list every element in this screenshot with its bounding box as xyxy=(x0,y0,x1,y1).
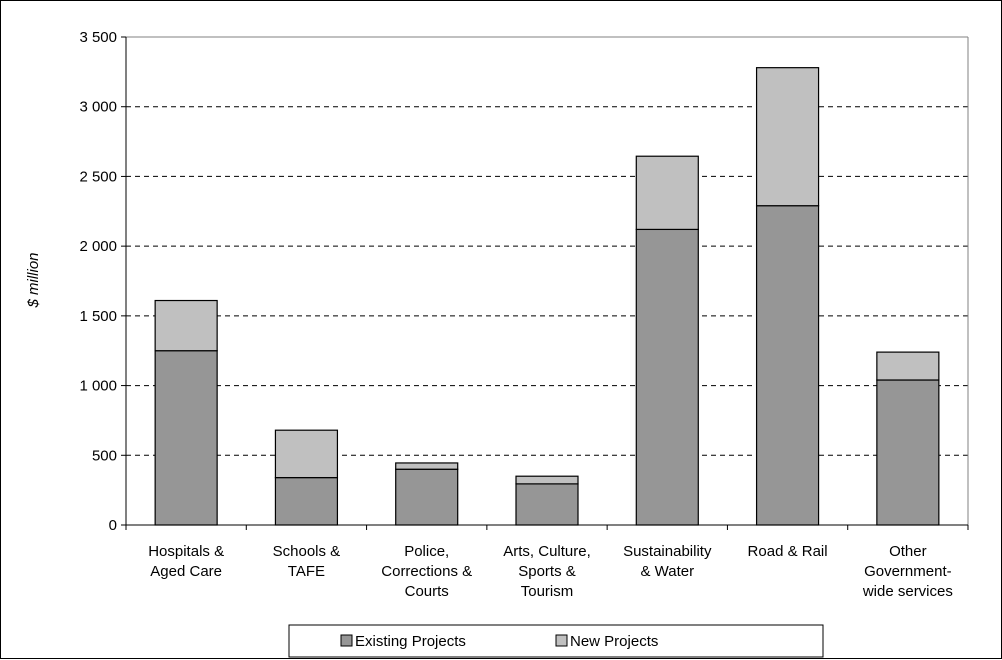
x-category-label: Schools & TAFE xyxy=(273,543,341,580)
bar-existing-4 xyxy=(635,228,699,526)
y-axis-title: $ million xyxy=(25,252,42,308)
x-category-label-line: Sports & xyxy=(518,563,576,580)
x-category-label-line: TAFE xyxy=(288,563,325,580)
y-tick-label: 3 000 xyxy=(79,99,117,116)
x-category-label: Arts, Culture, Sports & Tourism xyxy=(503,543,591,600)
y-tick-label: 2 000 xyxy=(79,238,117,255)
legend-swatch xyxy=(555,634,568,647)
x-category-label-line: Tourism xyxy=(521,583,574,600)
bar-new-1 xyxy=(274,429,339,479)
bar-existing-3 xyxy=(515,483,579,526)
x-category-label: Other Government-wide services xyxy=(862,543,953,600)
x-category-label-line: & Water xyxy=(640,563,694,580)
y-tick-label: 0 xyxy=(109,517,117,534)
y-tick-label: 500 xyxy=(92,447,117,464)
bars xyxy=(154,67,940,526)
bar-new-6 xyxy=(876,351,940,381)
x-category-label-line: Road & Rail xyxy=(748,543,828,560)
axes xyxy=(121,36,969,530)
legend-swatch xyxy=(340,634,353,647)
x-category-label: Sustainability & Water xyxy=(623,543,712,580)
y-tick-label: 3 500 xyxy=(79,29,117,46)
bar-existing-5 xyxy=(755,205,820,526)
x-category-label-line: Schools & xyxy=(273,543,341,560)
y-tick-label: 2 500 xyxy=(79,168,117,185)
bar-new-5 xyxy=(755,67,820,207)
legend-label: Existing Projects xyxy=(355,633,466,650)
x-category-label-line: Government- xyxy=(864,563,952,580)
y-tick-labels: 0 500 1 000 1 500 2 000 2 500 3 000 3 500 xyxy=(79,29,117,534)
legend: Existing Projects New Projects xyxy=(288,624,824,658)
x-category-label: Hospitals & Aged Care xyxy=(148,543,224,580)
bar-new-4 xyxy=(635,155,699,231)
bar-new-3 xyxy=(515,475,579,485)
x-category-label: Police, Corrections & Courts xyxy=(381,543,472,600)
bar-new-0 xyxy=(154,299,218,352)
x-category-labels: Hospitals & Aged Care Schools & TAFE Police,… xyxy=(148,543,953,600)
x-category-label-line: Aged Care xyxy=(150,563,222,580)
x-category-label-line: wide services xyxy=(862,583,953,600)
bar-existing-2 xyxy=(395,468,459,526)
x-category-label-line: Hospitals & xyxy=(148,543,224,560)
bar-existing-0 xyxy=(154,350,218,526)
x-category-label-line: Sustainability xyxy=(623,543,712,560)
y-tick-label: 1 000 xyxy=(79,378,117,395)
x-category-label-line: Corrections & xyxy=(381,563,472,580)
x-category-label: Road & Rail xyxy=(748,543,828,560)
legend-label: New Projects xyxy=(570,633,658,650)
bar-existing-1 xyxy=(274,476,339,526)
gridlines xyxy=(126,36,968,456)
x-category-label-line: Arts, Culture, xyxy=(503,543,591,560)
x-category-label-line: Other xyxy=(889,543,927,560)
x-category-label-line: Courts xyxy=(405,583,449,600)
bar-existing-6 xyxy=(876,379,940,526)
y-tick-label: 1 500 xyxy=(79,308,117,325)
x-category-label-line: Police, xyxy=(404,543,449,560)
bar-new-2 xyxy=(395,462,459,470)
